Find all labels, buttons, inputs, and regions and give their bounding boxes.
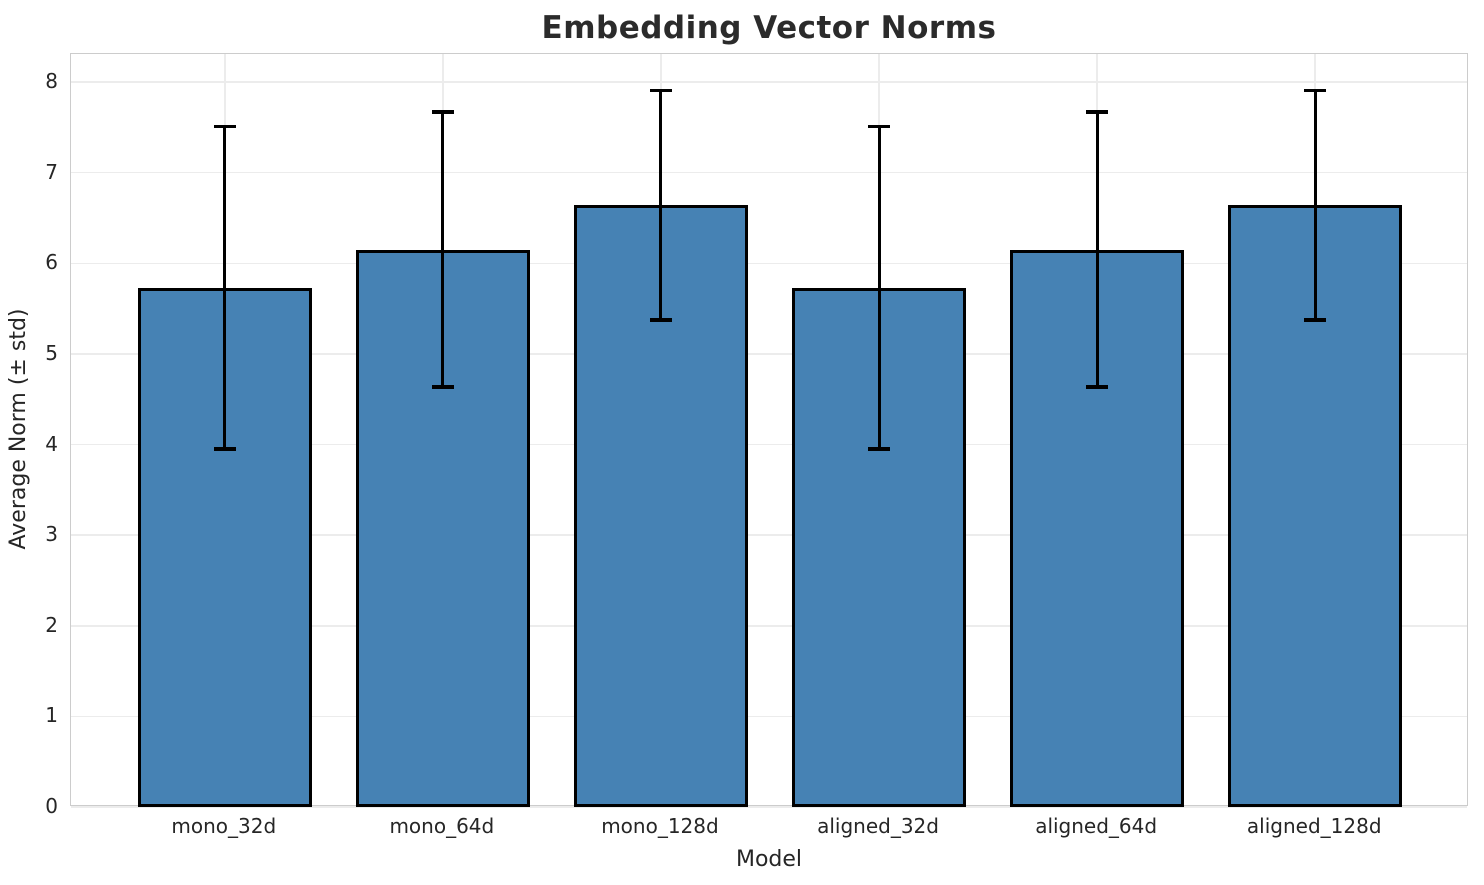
error-bar-aligned_64d: [1095, 111, 1099, 388]
x-tick-label: mono_128d: [601, 814, 719, 838]
gridline-horizontal: [71, 81, 1467, 83]
y-tick-label: 2: [45, 612, 58, 637]
gridline-horizontal: [71, 443, 1467, 446]
error-bar-cap-bottom: [1304, 318, 1327, 322]
y-tick-label: 5: [45, 340, 58, 365]
error-bar-cap-top: [213, 124, 236, 129]
error-bar-cap-bottom: [649, 318, 672, 322]
plot-area: [70, 53, 1468, 808]
gridline-horizontal: [71, 625, 1467, 627]
error-bar-aligned_32d: [877, 126, 881, 450]
gridline-horizontal: [71, 806, 1467, 808]
x-tick-label: aligned_128d: [1246, 814, 1382, 838]
error-bar-cap-top: [1086, 110, 1109, 114]
y-tick-label: 3: [45, 522, 58, 547]
y-tick-label: 6: [45, 250, 58, 275]
error-bar-cap-bottom: [213, 447, 236, 451]
gridline-horizontal: [71, 534, 1467, 536]
error-bar-mono_128d: [659, 90, 663, 321]
error-bar-cap-top: [431, 110, 454, 114]
x-axis-title: Model: [735, 847, 803, 872]
error-bar-aligned_128d: [1313, 90, 1317, 321]
x-tick-label: mono_64d: [389, 814, 495, 838]
y-tick-label: 8: [45, 69, 58, 94]
error-bar-cap-bottom: [868, 447, 891, 451]
y-tick-label: 4: [45, 431, 58, 456]
gridline-horizontal: [71, 262, 1467, 265]
error-bar-cap-top: [649, 88, 672, 93]
x-tick-label: aligned_32d: [817, 814, 939, 838]
gridline-horizontal: [71, 715, 1467, 718]
x-tick-label: mono_32d: [171, 814, 277, 838]
error-bar-mono_32d: [223, 126, 227, 450]
y-tick-label: 7: [45, 159, 58, 184]
error-bar-cap-top: [868, 124, 891, 129]
gridline-horizontal: [71, 353, 1467, 355]
error-bar-cap-bottom: [431, 385, 454, 389]
bar-aligned_32d: [791, 287, 967, 807]
gridline-horizontal: [71, 171, 1467, 174]
chart-title: Embedding Vector Norms: [541, 10, 997, 46]
y-tick-label: 0: [45, 794, 58, 818]
error-bar-cap-bottom: [1086, 385, 1109, 389]
y-tick-label: 1: [45, 703, 58, 728]
bar-mono_128d: [573, 205, 749, 807]
error-bar-mono_64d: [441, 111, 445, 388]
error-bar-cap-top: [1304, 88, 1327, 93]
x-tick-label: aligned_64d: [1035, 814, 1158, 838]
